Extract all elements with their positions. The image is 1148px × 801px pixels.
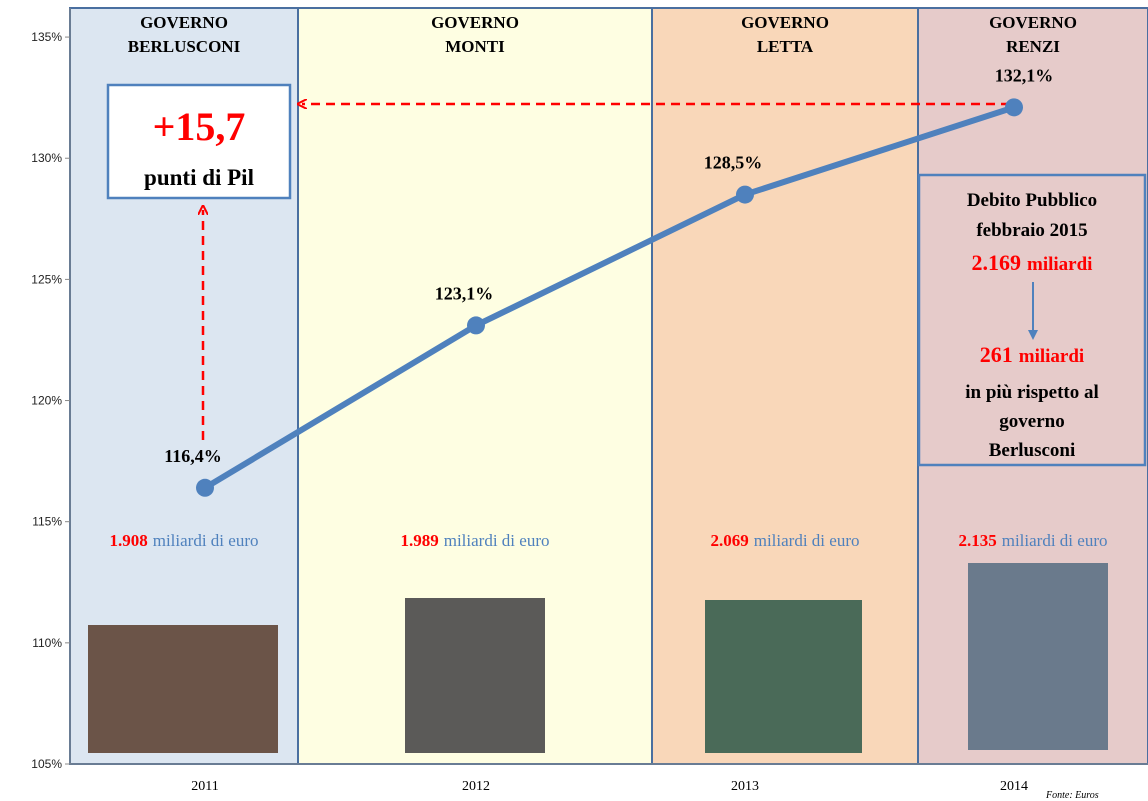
increase-value: +15,7 xyxy=(153,104,246,149)
debt-box-text: in più rispetto al xyxy=(965,382,1099,403)
photo xyxy=(405,598,545,753)
debt-box-text: febbraio 2015 xyxy=(976,220,1087,241)
unit: miliardi xyxy=(1027,254,1092,275)
government-title: GOVERNO xyxy=(140,13,228,32)
value-label: 132,1% xyxy=(995,65,1054,85)
photo xyxy=(88,625,278,753)
government-title: BERLUSCONI xyxy=(128,37,241,56)
x-tick-label: 2011 xyxy=(191,779,218,794)
debt-box-text: Berlusconi xyxy=(989,440,1076,461)
debt-unit: miliardi di euro xyxy=(754,531,860,550)
debt-label: 1.989 miliardi di euro xyxy=(400,531,549,550)
debt-box-text: Debito Pubblico xyxy=(967,190,1097,211)
point xyxy=(1005,98,1023,116)
x-tick-label: 2014 xyxy=(1000,779,1028,794)
point xyxy=(467,316,485,334)
debt-amount: 2.069 xyxy=(710,531,748,550)
y-tick-label: 125% xyxy=(31,272,62,286)
debt-amount: 1.989 xyxy=(400,531,438,550)
government-title: GOVERNO xyxy=(741,13,829,32)
debt-box-text: governo xyxy=(999,411,1064,432)
debt-box-amount: 261 miliardi xyxy=(980,342,1084,367)
point xyxy=(736,186,754,204)
government-title: RENZI xyxy=(1006,37,1060,56)
amount: 2.169 xyxy=(972,250,1022,275)
y-tick-label: 110% xyxy=(32,636,62,650)
debt-label: 2.069 miliardi di euro xyxy=(710,531,859,550)
y-tick-label: 130% xyxy=(31,151,62,165)
photo xyxy=(705,600,862,753)
x-tick-label: 2013 xyxy=(731,779,759,794)
debt-unit: miliardi di euro xyxy=(444,531,550,550)
unit: miliardi xyxy=(1019,346,1084,367)
government-title: GOVERNO xyxy=(989,13,1077,32)
debt-unit: miliardi di euro xyxy=(153,531,259,550)
y-tick-label: 135% xyxy=(31,30,62,44)
government-title: LETTA xyxy=(757,37,814,56)
debt-amount: 2.135 xyxy=(958,531,996,550)
debt-unit: miliardi di euro xyxy=(1002,531,1108,550)
debt-amount: 1.908 xyxy=(109,531,147,550)
chart: +15,7 punti di Pil GOVERNO BERLUSCONI 1.90… xyxy=(0,0,1148,801)
y-tick-label: 120% xyxy=(31,394,62,408)
point xyxy=(196,479,214,497)
value-label: 128,5% xyxy=(704,153,763,173)
y-tick-label: 105% xyxy=(31,757,62,771)
increase-text: punti di Pil xyxy=(144,165,254,190)
source: Fonte: Euros xyxy=(1045,790,1099,801)
debt-label: 1.908 miliardi di euro xyxy=(109,531,258,550)
y-tick-label: 115% xyxy=(32,515,62,529)
value-label: 123,1% xyxy=(435,283,494,303)
value-label: 116,4% xyxy=(164,446,222,466)
government-title: MONTI xyxy=(445,37,505,56)
government-title: GOVERNO xyxy=(431,13,519,32)
photo xyxy=(968,563,1108,750)
x-tick-label: 2012 xyxy=(462,779,490,794)
amount: 261 xyxy=(980,342,1013,367)
debt-label: 2.135 miliardi di euro xyxy=(958,531,1107,550)
